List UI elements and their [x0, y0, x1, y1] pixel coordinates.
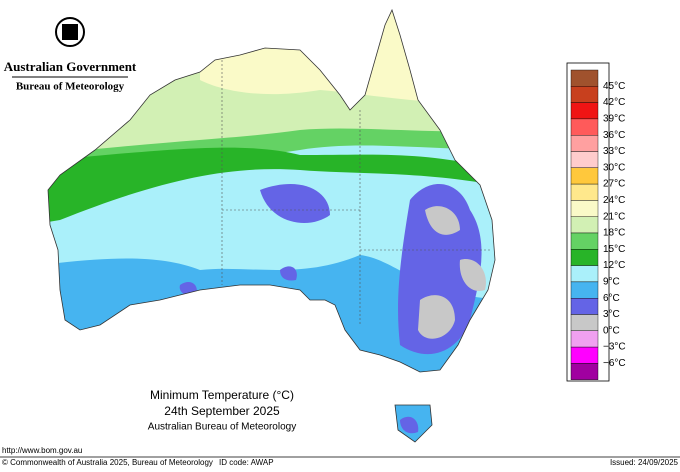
legend-swatch [570, 86, 599, 103]
legend-label: 33°C [603, 146, 625, 157]
footer-issued: Issued: 24/09/2025 [610, 458, 679, 467]
legend-swatch [570, 200, 599, 217]
legend-label: 18°C [603, 228, 625, 239]
footer-id-code: ID code: AWAP [219, 458, 274, 467]
legend-swatch [570, 346, 599, 364]
legend-swatch [570, 167, 599, 185]
legend-swatch [570, 216, 599, 234]
state-borders [221, 60, 490, 325]
legend-swatch [570, 102, 599, 120]
legend-swatch [570, 298, 599, 315]
legend-swatch [570, 232, 599, 250]
legend-label: 12°C [603, 260, 625, 271]
footer-url: http://www.bom.gov.au [2, 446, 82, 455]
legend-label: 6°C [603, 293, 620, 304]
legend-label: 0°C [603, 325, 620, 336]
legend-label: 42°C [603, 97, 625, 108]
legend-swatch [570, 134, 599, 152]
legend-label: 15°C [603, 244, 625, 255]
legend-swatch [570, 69, 599, 87]
crest [55, 17, 85, 47]
legend-swatch [570, 183, 599, 201]
legend: 45°C 42°C 39°C 36°C 33°C 30°C 27°C 24°C 21°C 18°C… [570, 69, 626, 380]
legend-swatch [570, 151, 599, 168]
legend-swatch [570, 118, 599, 136]
map-date: 24th September 2025 [164, 404, 280, 418]
coastline [47, 8, 496, 443]
legend-label: 45°C [603, 81, 625, 92]
legend-swatch [570, 265, 599, 283]
legend-label: 30°C [603, 162, 625, 173]
legend-swatch [570, 249, 599, 266]
legend-label: 3°C [603, 309, 620, 320]
footer-copyright: © Commonwealth of Australia 2025, Bureau… [2, 458, 213, 467]
legend-label: 39°C [603, 114, 625, 125]
legend-swatch [570, 363, 599, 380]
government-name: Australian Government [4, 59, 137, 74]
agency-name: Bureau of Meteorology [16, 81, 125, 93]
legend-label: 21°C [603, 211, 625, 222]
legend-label: 9°C [603, 277, 620, 288]
legend-label: 24°C [603, 195, 625, 206]
map-title: Minimum Temperature (°C) [150, 388, 294, 402]
legend-swatch [570, 314, 599, 331]
legend-swatch [570, 281, 599, 299]
legend-label: −6°C [603, 358, 626, 369]
map-source: Australian Bureau of Meteorology [148, 422, 296, 433]
legend-label: 27°C [603, 179, 625, 190]
legend-label: −3°C [603, 342, 626, 353]
legend-label: 36°C [603, 130, 625, 141]
legend-swatch [570, 330, 599, 348]
